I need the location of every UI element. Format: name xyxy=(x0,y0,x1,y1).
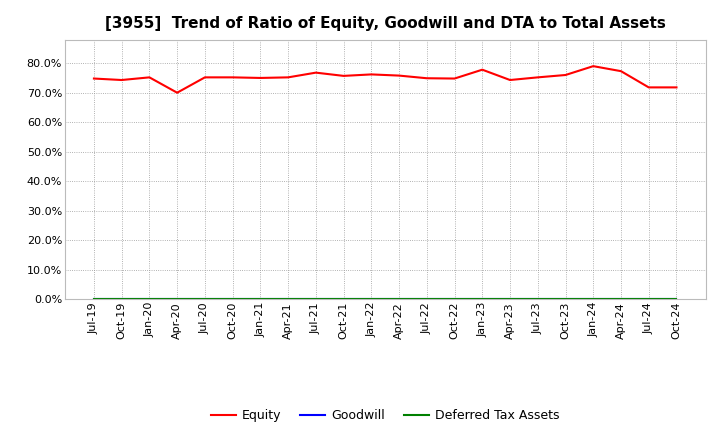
Deferred Tax Assets xyxy=(395,297,403,302)
Goodwill xyxy=(201,297,210,302)
Deferred Tax Assets xyxy=(173,297,181,302)
Deferred Tax Assets xyxy=(423,297,431,302)
Equity xyxy=(256,75,265,81)
Goodwill xyxy=(228,297,237,302)
Deferred Tax Assets xyxy=(644,297,653,302)
Equity xyxy=(284,75,292,80)
Goodwill xyxy=(117,297,126,302)
Deferred Tax Assets xyxy=(284,297,292,302)
Equity xyxy=(367,72,376,77)
Goodwill xyxy=(644,297,653,302)
Equity xyxy=(423,76,431,81)
Equity xyxy=(644,85,653,90)
Deferred Tax Assets xyxy=(256,297,265,302)
Deferred Tax Assets xyxy=(367,297,376,302)
Goodwill xyxy=(534,297,542,302)
Goodwill xyxy=(450,297,459,302)
Equity xyxy=(145,75,154,80)
Goodwill xyxy=(256,297,265,302)
Equity xyxy=(117,77,126,83)
Goodwill xyxy=(145,297,154,302)
Equity xyxy=(534,75,542,80)
Deferred Tax Assets xyxy=(228,297,237,302)
Goodwill xyxy=(339,297,348,302)
Equity xyxy=(589,63,598,69)
Equity xyxy=(672,85,681,90)
Deferred Tax Assets xyxy=(561,297,570,302)
Deferred Tax Assets xyxy=(505,297,514,302)
Goodwill xyxy=(367,297,376,302)
Title: [3955]  Trend of Ratio of Equity, Goodwill and DTA to Total Assets: [3955] Trend of Ratio of Equity, Goodwil… xyxy=(105,16,665,32)
Legend: Equity, Goodwill, Deferred Tax Assets: Equity, Goodwill, Deferred Tax Assets xyxy=(206,404,564,427)
Equity xyxy=(616,69,625,74)
Goodwill xyxy=(173,297,181,302)
Goodwill xyxy=(423,297,431,302)
Equity xyxy=(395,73,403,78)
Deferred Tax Assets xyxy=(89,297,98,302)
Equity xyxy=(505,77,514,83)
Deferred Tax Assets xyxy=(201,297,210,302)
Deferred Tax Assets xyxy=(117,297,126,302)
Equity xyxy=(228,75,237,80)
Deferred Tax Assets xyxy=(478,297,487,302)
Deferred Tax Assets xyxy=(589,297,598,302)
Deferred Tax Assets xyxy=(339,297,348,302)
Goodwill xyxy=(561,297,570,302)
Goodwill xyxy=(672,297,681,302)
Deferred Tax Assets xyxy=(450,297,459,302)
Goodwill xyxy=(89,297,98,302)
Deferred Tax Assets xyxy=(534,297,542,302)
Equity xyxy=(450,76,459,81)
Goodwill xyxy=(616,297,625,302)
Deferred Tax Assets xyxy=(616,297,625,302)
Equity xyxy=(201,75,210,80)
Equity xyxy=(89,76,98,81)
Equity xyxy=(561,72,570,77)
Goodwill xyxy=(284,297,292,302)
Equity xyxy=(339,73,348,78)
Goodwill xyxy=(505,297,514,302)
Equity xyxy=(478,67,487,72)
Line: Equity: Equity xyxy=(94,66,677,93)
Goodwill xyxy=(312,297,320,302)
Deferred Tax Assets xyxy=(672,297,681,302)
Equity xyxy=(173,90,181,95)
Deferred Tax Assets xyxy=(312,297,320,302)
Goodwill xyxy=(589,297,598,302)
Deferred Tax Assets xyxy=(145,297,154,302)
Equity xyxy=(312,70,320,75)
Goodwill xyxy=(395,297,403,302)
Goodwill xyxy=(478,297,487,302)
